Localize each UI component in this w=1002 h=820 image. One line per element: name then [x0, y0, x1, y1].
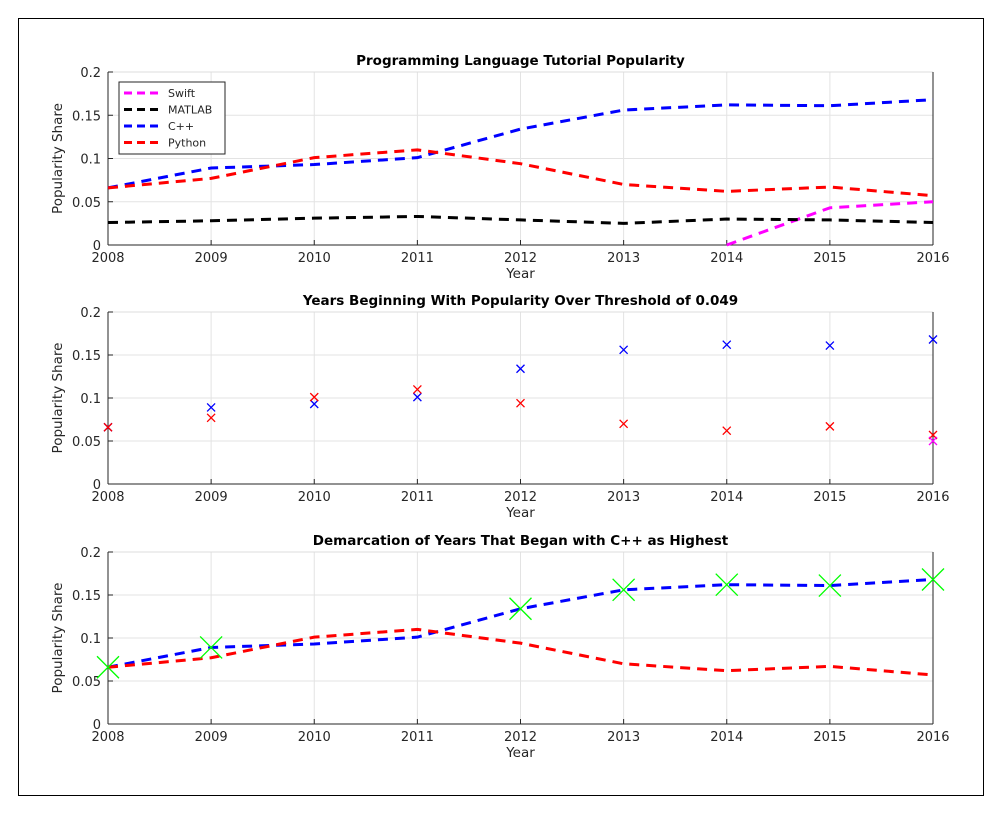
x-tick-label: 2013 — [607, 730, 640, 745]
x-tick-label: 2010 — [298, 730, 331, 745]
subplot-2: 2008 2009 2010 2011 2012 2013 2014 2015 2016 0 0.0… — [50, 293, 950, 521]
x-tick-label: 2014 — [710, 251, 743, 266]
subplot-3: 2008 2009 2010 2011 2012 2013 2014 2015 2016 0 0.0… — [50, 533, 950, 761]
x-tick-label: 2016 — [916, 490, 949, 505]
marker-series-2 — [206, 413, 216, 423]
legend-label: Swift — [168, 87, 196, 100]
marker-series-1 — [928, 335, 938, 344]
marker-series-2 — [309, 392, 319, 402]
x-axis-label: Year — [505, 266, 535, 282]
legend-box — [118, 81, 226, 155]
x-tick-label: 2009 — [195, 490, 228, 505]
x-axis-label: Year — [505, 505, 535, 521]
marker-series-3 — [818, 574, 842, 597]
chart-title: Programming Language Tutorial Popularity — [356, 53, 685, 69]
y-tick-label: 0.15 — [72, 349, 101, 364]
marker-series-3 — [509, 597, 532, 621]
marker-series-1 — [516, 364, 525, 374]
x-tick-label: 2014 — [710, 490, 743, 505]
y-tick-label: 0.2 — [80, 306, 101, 321]
marker-series-2 — [103, 422, 113, 432]
y-tick-label: 0.05 — [72, 435, 101, 450]
x-tick-label: 2015 — [813, 730, 846, 745]
y-tick-label: 0.15 — [72, 589, 101, 604]
x-tick-label: 2015 — [813, 251, 846, 266]
line-c- — [107, 98, 934, 190]
marker-series-2 — [412, 384, 422, 394]
line-swift — [726, 200, 934, 247]
y-tick-label: 0 — [93, 718, 101, 733]
legend-label: C++ — [168, 120, 194, 133]
line-matlab — [107, 214, 934, 225]
marker-series-1 — [825, 341, 835, 350]
x-tick-label: 2015 — [813, 490, 846, 505]
y-tick-label: 0.2 — [80, 66, 101, 81]
figure-frame — [18, 18, 984, 796]
x-tick-label: 2013 — [607, 490, 640, 505]
y-tick-label: 0.05 — [72, 675, 101, 690]
x-tick-label: 2011 — [401, 730, 434, 745]
y-axis-label: Popularity Share — [50, 343, 66, 454]
x-tick-label: 2012 — [504, 730, 537, 745]
y-axis-label: Popularity Share — [50, 583, 66, 694]
line-series-2 — [107, 627, 934, 677]
line-series-1 — [107, 578, 934, 669]
y-axis-label: Popularity Share — [50, 103, 66, 214]
chart-title: Years Beginning With Popularity Over Thr… — [302, 293, 738, 309]
y-tick-label: 0 — [93, 478, 101, 493]
x-tick-label: 2008 — [91, 490, 124, 505]
y-tick-label: 0.1 — [80, 153, 101, 168]
marker-series-2 — [825, 421, 835, 431]
marker-series-2 — [516, 398, 525, 408]
marker-series-2 — [619, 419, 629, 429]
marker-series-1 — [619, 345, 629, 355]
y-tick-label: 0.2 — [80, 546, 101, 561]
subplot-1: 2008 2009 2010 2011 2012 2013 2014 2015 2016 0 0.0… — [50, 53, 950, 282]
y-tick-label: 0.15 — [72, 109, 101, 124]
x-tick-label: 2016 — [916, 730, 949, 745]
y-tick-label: 0 — [93, 239, 101, 254]
x-tick-label: 2009 — [195, 251, 228, 266]
marker-series-3 — [199, 636, 223, 659]
x-tick-label: 2012 — [504, 490, 537, 505]
legend-label: Python — [168, 137, 206, 150]
y-tick-label: 0.1 — [80, 392, 101, 407]
marker-series-1 — [722, 340, 732, 350]
marker-series-3 — [928, 436, 938, 446]
x-tick-label: 2014 — [710, 730, 743, 745]
line-python — [107, 148, 934, 198]
marker-series-1 — [412, 392, 422, 402]
marker-series-3 — [96, 655, 120, 679]
chart-title: Demarcation of Years That Began with C++… — [313, 533, 729, 549]
x-tick-label: 2010 — [298, 490, 331, 505]
marker-series-3 — [612, 578, 636, 602]
x-tick-label: 2011 — [401, 251, 434, 266]
x-tick-label: 2013 — [607, 251, 640, 266]
marker-series-2 — [722, 426, 732, 436]
x-tick-label: 2009 — [195, 730, 228, 745]
marker-series-3 — [921, 568, 945, 591]
x-tick-label: 2010 — [298, 251, 331, 266]
marker-series-1 — [206, 403, 216, 412]
y-tick-label: 0.1 — [80, 632, 101, 647]
legend: Swift MATLAB C++ Python — [118, 81, 226, 155]
y-tick-label: 0.05 — [72, 196, 101, 211]
x-axis-label: Year — [505, 745, 535, 761]
x-tick-label: 2012 — [504, 251, 537, 266]
marker-series-3 — [715, 573, 739, 597]
x-tick-label: 2011 — [401, 490, 434, 505]
x-tick-label: 2008 — [91, 251, 124, 266]
x-tick-label: 2016 — [916, 251, 949, 266]
legend-label: MATLAB — [168, 104, 212, 117]
x-tick-label: 2008 — [91, 730, 124, 745]
marker-series-1 — [309, 399, 319, 409]
